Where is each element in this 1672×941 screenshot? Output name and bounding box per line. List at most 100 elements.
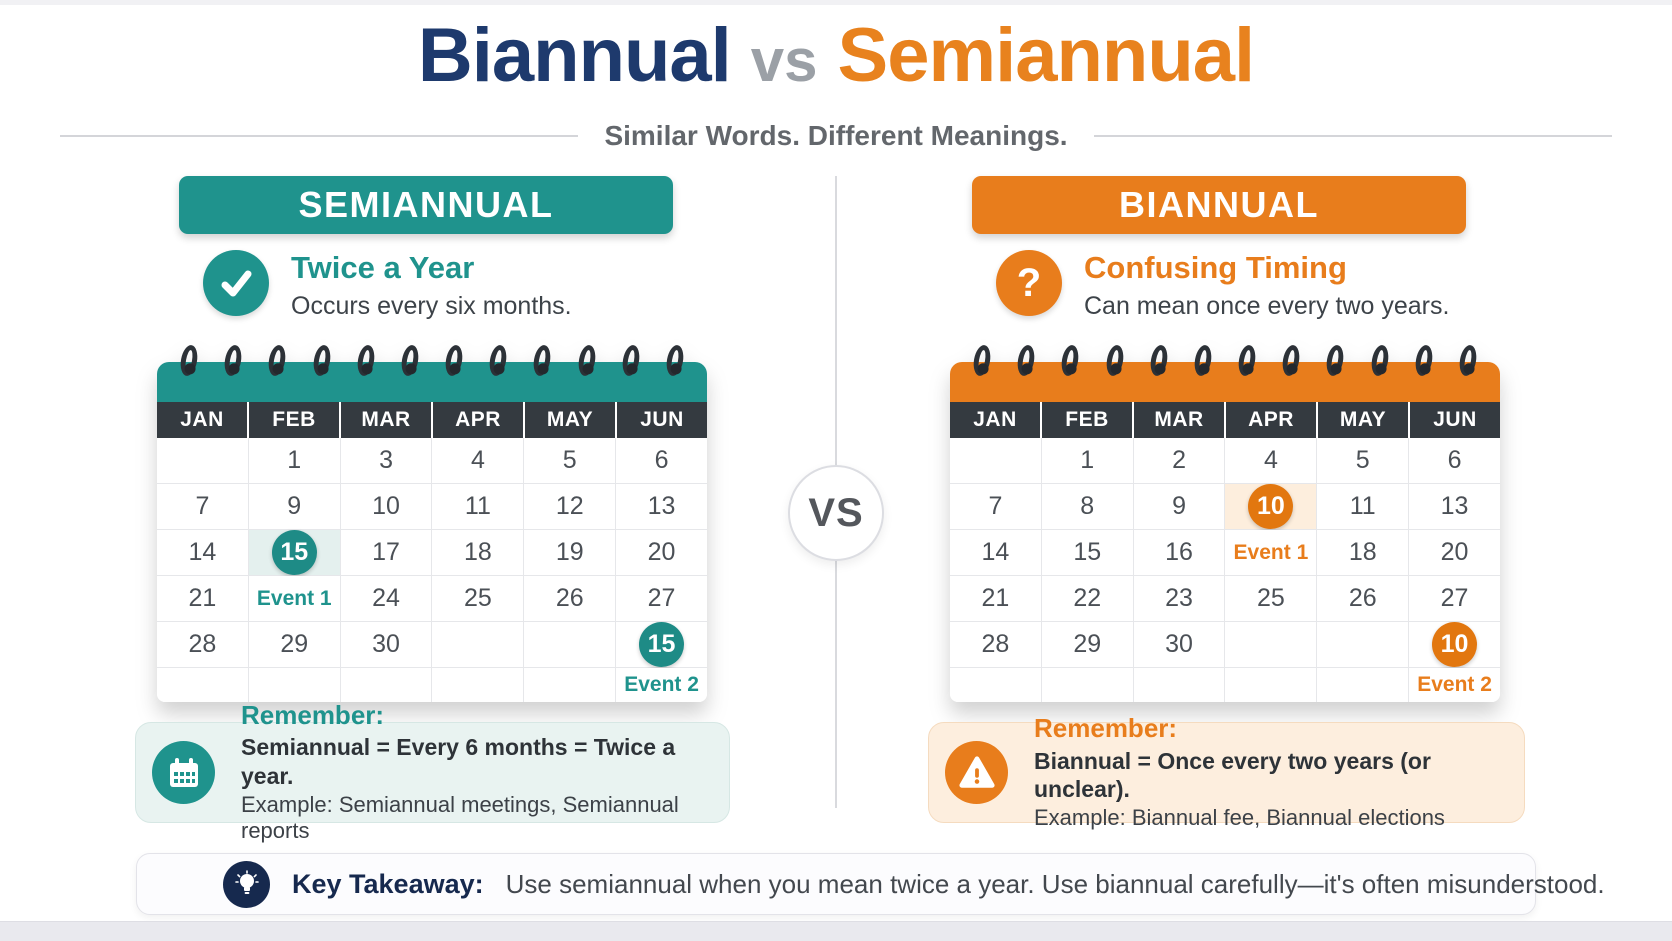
calendar-cell: 21 [950,576,1042,622]
calendar-cell [1317,622,1410,668]
calendar-cell: 11 [432,484,525,530]
calendar-cell: 13 [616,484,707,530]
calendar-cell [248,668,341,702]
biannual-headline: Confusing Timing [1084,250,1347,285]
calendar-cell: 3 [340,438,433,484]
calendar-cell: 6 [616,438,707,484]
semiannual-remember-text: Remember: Semiannual = Every 6 months = … [241,700,729,845]
calendar-cell: 5 [524,438,617,484]
calendar-cell [157,438,249,484]
biannual-subline: Can mean once every two years. [1084,291,1450,320]
calendar-cell: 10 [340,484,433,530]
calendar-cell: 12 [524,484,617,530]
calendar-grid: 1 2 4 5 6 7 8 9 10 11 13 14 15 16 Event 1 18 20 21 22 23 25 2… [950,438,1500,702]
month-header-cell: MAR [339,402,431,438]
calendar-row: 21 22 23 25 26 27 [950,576,1500,622]
spiral-ring [971,343,993,378]
calendar-cell: 26 [524,576,617,622]
calendar-cell: 28 [950,622,1042,668]
remember-example: Example: Semiannual meetings, Semiannual… [241,791,679,844]
calendar-cell: 4 [432,438,525,484]
takeaway-label: Key Takeaway: [292,868,484,899]
calendar-cell: 15 [248,530,341,576]
calendar-cell [1041,668,1134,702]
biannual-subhead: ? Confusing Timing Can mean once every t… [996,250,1449,321]
calendar-cell: 14 [950,530,1042,576]
calendar-row: 21 Event 1 24 25 26 27 [157,576,707,622]
check-icon [203,250,269,316]
calendar-icon [152,741,215,804]
calendar-cell: 22 [1041,576,1134,622]
calendar-cell: 8 [1041,484,1134,530]
calendar-cell: 30 [340,622,433,668]
spiral-ring [266,343,288,378]
calendar-cell: 10 [1409,622,1500,668]
calendar-cell: 21 [157,576,249,622]
calendar-month-header: JAN FEB MAR APR MAY JUN [950,402,1500,438]
month-header-cell: FEB [247,402,339,438]
calendar-cell: 18 [432,530,525,576]
spiral-ring [1148,343,1170,378]
subtitle-rule-left [60,135,579,137]
calendar-cell [524,668,617,702]
calendar-cell: 27 [616,576,707,622]
spiral-ring [1236,343,1258,378]
event-label: Event 1 [256,586,332,610]
date-badge: 10 [1248,484,1294,529]
calendar-cell [950,668,1042,702]
calendar-cell [432,668,525,702]
remember-example: Example: Biannual fee, Biannual election… [1034,805,1445,830]
calendar-cell: 4 [1225,438,1318,484]
semiannual-banner: SEMIANNUAL [179,176,673,234]
calendar-cell: Event 1 [1225,530,1318,576]
calendar-cell: 17 [340,530,433,576]
calendar-cell [950,438,1042,484]
calendar-row: 7 9 10 11 12 13 [157,484,707,530]
title-vs: vs [750,27,818,94]
month-header-cell: JUN [615,402,707,438]
spiral-ring [1280,343,1302,378]
calendar-row: Event 2 [157,668,707,702]
spiral-ring [1015,343,1037,378]
spiral-rings [971,343,1479,385]
semiannual-remember-box: Remember: Semiannual = Every 6 months = … [135,700,730,843]
spiral-ring [178,343,200,378]
month-header-cell: FEB [1040,402,1132,438]
event-label: Event 2 [1417,673,1492,696]
month-header-cell: APR [1224,402,1316,438]
calendar-cell: 15 [1041,530,1134,576]
calendar-cell: Event 2 [616,668,707,702]
spiral-ring [1368,343,1391,378]
calendar-cell: 11 [1317,484,1410,530]
date-badge: 10 [1432,622,1478,667]
warning-icon-glyph [958,755,995,788]
month-header-cell: JUN [1408,402,1500,438]
event-label: Event 1 [1233,540,1309,564]
calendar-icon-glyph [169,757,198,787]
question-icon: ? [996,250,1062,316]
month-header-cell: JAN [973,408,1017,431]
vs-badge: VS [788,465,884,561]
semiannual-subhead: Twice a Year Occurs every six months. [203,250,572,321]
calendar-row: Event 2 [950,668,1500,702]
spiral-ring [575,343,598,378]
calendar-cell: 16 [1133,530,1226,576]
calendar-cell: 9 [248,484,341,530]
calendar-month-header: JAN FEB MAR APR MAY JUN [157,402,707,438]
spiral-ring [355,343,377,378]
semiannual-subline: Occurs every six months. [291,291,572,320]
calendar-cell [432,622,525,668]
biannual-column: BIANNUAL ? Confusing Timing Can mean onc… [928,176,1525,830]
biannual-banner: BIANNUAL [972,176,1466,234]
calendar-cell: 24 [340,576,433,622]
calendar-cell: 29 [248,622,341,668]
spiral-ring [1192,343,1214,378]
calendar-cell [157,668,249,702]
biannual-calendar: JAN FEB MAR APR MAY JUN 1 2 4 5 6 7 8 9 10 11 13 14 15 16 E… [950,343,1500,702]
calendar-cell: 26 [1317,576,1410,622]
semiannual-subhead-text: Twice a Year Occurs every six months. [291,250,572,321]
month-header-cell: MAR [1132,402,1224,438]
event-label: Event 2 [624,673,699,696]
calendar-cell: 9 [1133,484,1226,530]
page-title: Biannual vs Semiannual [0,18,1672,94]
